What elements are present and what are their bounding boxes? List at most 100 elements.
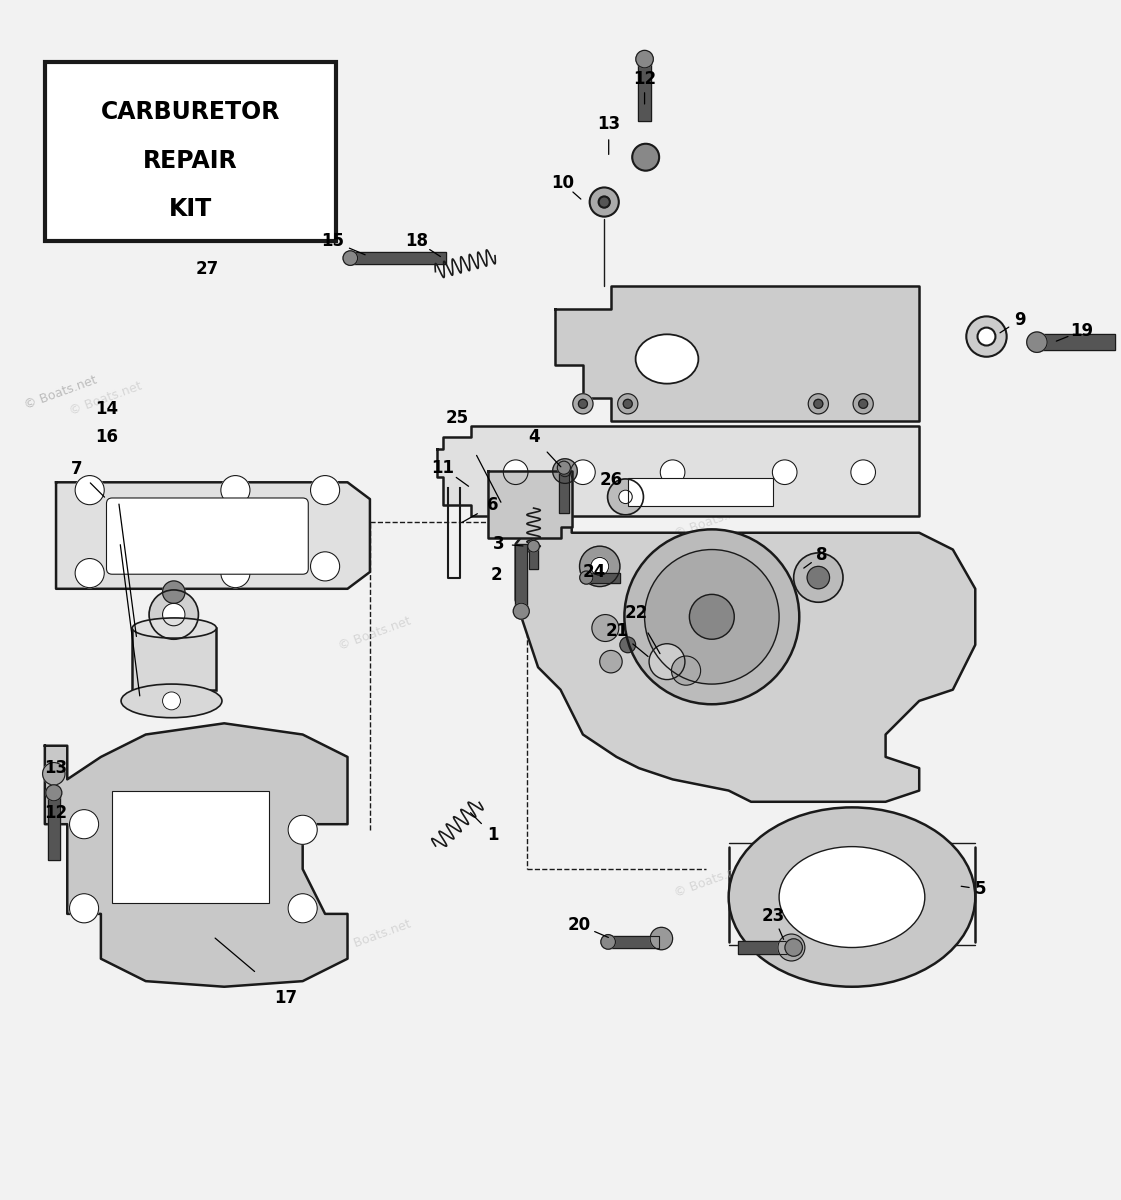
Text: © Boats.net: © Boats.net <box>336 917 413 955</box>
Polygon shape <box>350 252 445 264</box>
Circle shape <box>853 394 873 414</box>
Circle shape <box>513 604 529 619</box>
Circle shape <box>528 540 539 552</box>
Ellipse shape <box>636 335 698 384</box>
Circle shape <box>807 566 830 589</box>
Circle shape <box>599 197 610 208</box>
Text: 20: 20 <box>568 916 591 934</box>
Text: 21: 21 <box>606 623 629 641</box>
Circle shape <box>660 460 685 485</box>
Polygon shape <box>516 544 528 611</box>
Ellipse shape <box>779 847 925 948</box>
Text: 26: 26 <box>600 472 622 490</box>
Ellipse shape <box>121 684 222 718</box>
Circle shape <box>578 400 587 408</box>
Circle shape <box>46 785 62 800</box>
Circle shape <box>221 558 250 588</box>
Polygon shape <box>558 468 568 512</box>
Circle shape <box>978 328 995 346</box>
Circle shape <box>600 650 622 673</box>
Circle shape <box>619 490 632 504</box>
Text: 17: 17 <box>275 989 297 1007</box>
Circle shape <box>559 466 571 476</box>
FancyBboxPatch shape <box>106 498 308 575</box>
Text: CARBURETOR: CARBURETOR <box>101 100 280 124</box>
Circle shape <box>649 643 685 679</box>
Circle shape <box>571 460 595 485</box>
Text: REPAIR: REPAIR <box>143 149 238 173</box>
Text: 3: 3 <box>493 535 504 553</box>
Circle shape <box>808 394 828 414</box>
Text: 25: 25 <box>446 409 469 427</box>
Bar <box>132 628 216 690</box>
Text: 6: 6 <box>488 496 499 514</box>
Text: 13: 13 <box>597 114 620 132</box>
Circle shape <box>163 604 185 625</box>
Circle shape <box>580 571 593 584</box>
Text: 22: 22 <box>626 605 648 623</box>
Circle shape <box>288 894 317 923</box>
Text: 13: 13 <box>45 760 67 778</box>
Text: © Boats.net: © Boats.net <box>673 503 749 541</box>
Circle shape <box>590 187 619 217</box>
Circle shape <box>794 553 843 602</box>
Circle shape <box>620 637 636 653</box>
Text: KIT: KIT <box>169 197 212 221</box>
Polygon shape <box>47 793 61 860</box>
Text: 27: 27 <box>196 260 219 278</box>
Circle shape <box>557 461 571 474</box>
Circle shape <box>70 894 99 923</box>
Circle shape <box>573 394 593 414</box>
Circle shape <box>601 935 615 949</box>
Circle shape <box>288 815 317 845</box>
Text: 9: 9 <box>1015 311 1026 329</box>
Circle shape <box>814 400 823 408</box>
Circle shape <box>163 692 180 710</box>
Circle shape <box>43 762 65 785</box>
Ellipse shape <box>729 808 975 986</box>
Text: © Boats.net: © Boats.net <box>336 614 413 653</box>
Text: 15: 15 <box>322 233 344 251</box>
Circle shape <box>503 460 528 485</box>
Text: 8: 8 <box>816 546 827 564</box>
Text: 10: 10 <box>552 174 574 192</box>
Circle shape <box>623 400 632 408</box>
FancyBboxPatch shape <box>45 62 336 241</box>
Circle shape <box>618 394 638 414</box>
Text: 12: 12 <box>45 804 67 822</box>
Text: 11: 11 <box>432 458 454 476</box>
Circle shape <box>689 594 734 640</box>
Text: 1: 1 <box>488 827 499 845</box>
Text: © Boats.net: © Boats.net <box>67 379 143 418</box>
Circle shape <box>221 475 250 505</box>
Circle shape <box>859 400 868 408</box>
Text: 4: 4 <box>528 428 539 446</box>
Circle shape <box>311 475 340 505</box>
Polygon shape <box>529 546 538 569</box>
Circle shape <box>772 460 797 485</box>
Polygon shape <box>516 516 975 802</box>
Polygon shape <box>45 724 348 986</box>
Text: 5: 5 <box>975 881 986 899</box>
Circle shape <box>608 479 643 515</box>
Circle shape <box>75 558 104 588</box>
Circle shape <box>580 546 620 587</box>
Circle shape <box>343 251 358 265</box>
Polygon shape <box>586 572 620 583</box>
Circle shape <box>636 50 654 68</box>
Circle shape <box>592 614 619 642</box>
Polygon shape <box>488 472 572 539</box>
Text: 19: 19 <box>1071 322 1093 340</box>
Text: 12: 12 <box>633 70 656 88</box>
Bar <box>112 791 269 902</box>
Text: 14: 14 <box>95 401 118 419</box>
Polygon shape <box>555 286 919 421</box>
Circle shape <box>163 581 185 604</box>
Polygon shape <box>608 936 658 948</box>
Text: © Boats.net: © Boats.net <box>673 862 749 900</box>
Circle shape <box>624 529 799 704</box>
Circle shape <box>1027 332 1047 353</box>
Circle shape <box>785 938 803 956</box>
Polygon shape <box>638 59 651 121</box>
Circle shape <box>851 460 876 485</box>
